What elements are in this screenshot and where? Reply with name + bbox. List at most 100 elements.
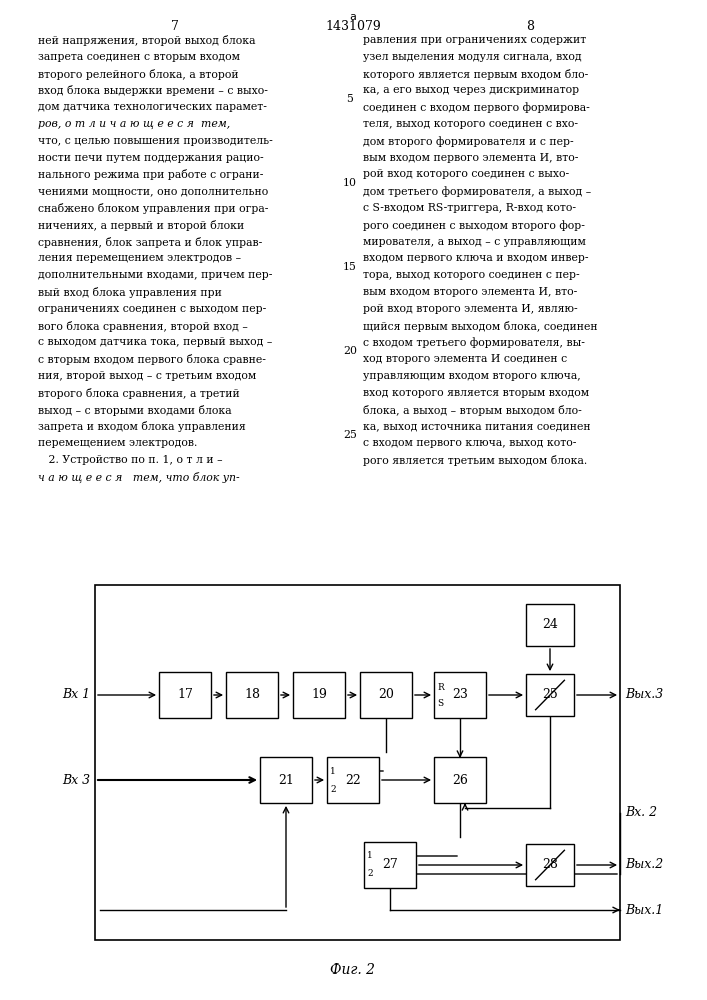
Text: ч а ю щ е е с я   тем, что блок уп-: ч а ю щ е е с я тем, что блок уп-	[38, 472, 240, 483]
Text: запрета и входом блока управления: запрета и входом блока управления	[38, 421, 246, 432]
Text: запрета соединен с вторым входом: запрета соединен с вторым входом	[38, 52, 240, 62]
Text: мирователя, а выход – с управляющим: мирователя, а выход – с управляющим	[363, 237, 586, 247]
Bar	[95, 585, 620, 940]
Text: Вых.3: Вых.3	[625, 688, 663, 702]
Text: дом датчика технологических парамет-: дом датчика технологических парамет-	[38, 102, 267, 112]
Text: ка, выход источника питания соединен: ка, выход источника питания соединен	[363, 421, 590, 431]
Text: вым входом первого элемента И, вто-: вым входом первого элемента И, вто-	[363, 153, 578, 163]
Text: 10: 10	[343, 178, 357, 188]
Text: чениями мощности, оно дополнительно: чениями мощности, оно дополнительно	[38, 186, 268, 196]
Text: вход блока выдержки времени – с выхо-: вход блока выдержки времени – с выхо-	[38, 85, 268, 96]
Bar	[526, 674, 574, 716]
Text: Вх 3: Вх 3	[62, 774, 90, 786]
Bar	[364, 842, 416, 888]
Text: Фиг. 2: Фиг. 2	[330, 963, 375, 977]
Text: 17: 17	[177, 688, 193, 702]
Text: 2: 2	[367, 869, 373, 879]
Text: управляющим входом второго ключа,: управляющим входом второго ключа,	[363, 371, 580, 381]
Text: Вх. 2: Вх. 2	[625, 806, 657, 819]
Text: рого соединен с выходом второго фор-: рого соединен с выходом второго фор-	[363, 220, 585, 231]
Text: с входом третьего формирователя, вы-: с входом третьего формирователя, вы-	[363, 337, 585, 348]
Text: теля, выход которого соединен с вхо-: теля, выход которого соединен с вхо-	[363, 119, 578, 129]
Text: дом второго формирователя и с пер-: дом второго формирователя и с пер-	[363, 136, 573, 147]
Text: соединен с входом первого формирова-: соединен с входом первого формирова-	[363, 102, 590, 113]
Text: 18: 18	[244, 688, 260, 702]
Text: снабжено блоком управления при огра-: снабжено блоком управления при огра-	[38, 203, 269, 214]
Text: Вых.2: Вых.2	[625, 858, 663, 871]
Text: узел выделения модуля сигнала, вход: узел выделения модуля сигнала, вход	[363, 52, 582, 62]
Text: блока, а выход – вторым выходом бло-: блока, а выход – вторым выходом бло-	[363, 405, 582, 416]
Text: 2: 2	[330, 784, 336, 794]
Bar	[327, 757, 379, 803]
Text: 1431079: 1431079	[325, 20, 381, 33]
Text: 15: 15	[343, 262, 357, 272]
Text: перемещением электродов.: перемещением электродов.	[38, 438, 197, 448]
Text: 1: 1	[330, 766, 336, 776]
Text: сравнения, блок запрета и блок управ-: сравнения, блок запрета и блок управ-	[38, 237, 262, 248]
Bar	[526, 844, 574, 886]
Text: второго блока сравнения, а третий: второго блока сравнения, а третий	[38, 388, 240, 399]
Text: Вх 1: Вх 1	[62, 688, 90, 702]
Text: выход – с вторыми входами блока: выход – с вторыми входами блока	[38, 405, 232, 416]
Bar	[159, 672, 211, 718]
Text: ней напряжения, второй выход блока: ней напряжения, второй выход блока	[38, 35, 255, 46]
Text: вход которого является вторым входом: вход которого является вторым входом	[363, 388, 589, 398]
Text: 2. Устройство по п. 1, о т л и –: 2. Устройство по п. 1, о т л и –	[38, 455, 223, 465]
Bar	[226, 672, 278, 718]
Text: S: S	[437, 698, 443, 708]
Text: ления перемещением электродов –: ления перемещением электродов –	[38, 253, 241, 263]
Text: 21: 21	[278, 774, 294, 786]
Text: вый вход блока управления при: вый вход блока управления при	[38, 287, 222, 298]
Text: дополнительными входами, причем пер-: дополнительными входами, причем пер-	[38, 270, 272, 280]
Text: дом третьего формирователя, а выход –: дом третьего формирователя, а выход –	[363, 186, 591, 197]
Text: 24: 24	[542, 618, 558, 632]
Text: с вторым входом первого блока сравне-: с вторым входом первого блока сравне-	[38, 354, 266, 365]
Text: 8: 8	[526, 20, 534, 33]
Text: 7: 7	[171, 20, 179, 33]
Text: 26: 26	[452, 774, 468, 786]
Text: рой вход которого соединен с выхо-: рой вход которого соединен с выхо-	[363, 169, 569, 179]
Bar	[434, 672, 486, 718]
Text: ности печи путем поддержания рацио-: ности печи путем поддержания рацио-	[38, 153, 264, 163]
Bar	[526, 604, 574, 646]
Text: 1: 1	[367, 852, 373, 860]
Text: ния, второй выход – с третьим входом: ния, второй выход – с третьим входом	[38, 371, 256, 381]
Text: R: R	[437, 682, 444, 692]
Text: равления при ограничениях содержит: равления при ограничениях содержит	[363, 35, 586, 45]
Bar	[434, 757, 486, 803]
Text: Вых.1: Вых.1	[625, 904, 663, 916]
Text: а: а	[350, 12, 356, 22]
Text: вым входом второго элемента И, вто-: вым входом второго элемента И, вто-	[363, 287, 577, 297]
Text: с S-входом RS-триггера, R-вход кото-: с S-входом RS-триггера, R-вход кото-	[363, 203, 576, 213]
Text: 20: 20	[343, 346, 357, 356]
Text: 25: 25	[343, 430, 357, 440]
Text: 25: 25	[542, 688, 558, 702]
Text: с входом первого ключа, выход кото-: с входом первого ключа, выход кото-	[363, 438, 576, 448]
Text: которого является первым входом бло-: которого является первым входом бло-	[363, 69, 588, 80]
Text: с выходом датчика тока, первый выход –: с выходом датчика тока, первый выход –	[38, 337, 272, 347]
Text: второго релейного блока, а второй: второго релейного блока, а второй	[38, 69, 239, 80]
Text: 23: 23	[452, 688, 468, 702]
Bar	[293, 672, 345, 718]
Bar	[360, 672, 412, 718]
Text: ход второго элемента И соединен с: ход второго элемента И соединен с	[363, 354, 567, 364]
Text: ограничениях соединен с выходом пер-: ограничениях соединен с выходом пер-	[38, 304, 267, 314]
Text: ров, о т л и ч а ю щ е е с я  тем,: ров, о т л и ч а ю щ е е с я тем,	[38, 119, 230, 129]
Text: рого является третьим выходом блока.: рого является третьим выходом блока.	[363, 455, 588, 466]
Text: тора, выход которого соединен с пер-: тора, выход которого соединен с пер-	[363, 270, 580, 280]
Text: щийся первым выходом блока, соединен: щийся первым выходом блока, соединен	[363, 321, 597, 332]
Text: 20: 20	[378, 688, 394, 702]
Text: нального режима при работе с ограни-: нального режима при работе с ограни-	[38, 169, 264, 180]
Text: ка, а его выход через дискриминатор: ка, а его выход через дискриминатор	[363, 85, 579, 95]
Text: ничениях, а первый и второй блоки: ничениях, а первый и второй блоки	[38, 220, 244, 231]
Text: входом первого ключа и входом инвер-: входом первого ключа и входом инвер-	[363, 253, 588, 263]
Text: 22: 22	[345, 774, 361, 786]
Text: 27: 27	[382, 858, 398, 871]
Bar	[260, 757, 312, 803]
Text: 19: 19	[311, 688, 327, 702]
Text: вого блока сравнения, второй вход –: вого блока сравнения, второй вход –	[38, 321, 248, 332]
Text: рой вход второго элемента И, являю-: рой вход второго элемента И, являю-	[363, 304, 578, 314]
Text: что, с целью повышения производитель-: что, с целью повышения производитель-	[38, 136, 273, 146]
Text: 28: 28	[542, 858, 558, 871]
Text: 5: 5	[346, 94, 354, 104]
